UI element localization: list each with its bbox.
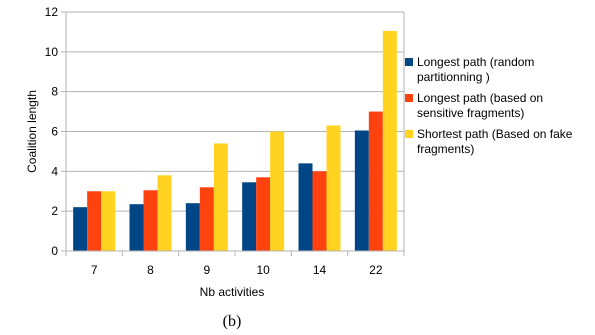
bar [157,175,172,251]
bars [73,30,397,251]
y-tick-label: 4 [51,164,58,178]
bar [382,30,397,251]
x-tick-labels: 7 8 9 10 14 22 [91,263,383,277]
bar [129,204,144,251]
x-tick-label: 14 [313,263,327,277]
axes [65,12,405,256]
y-tick-label: 0 [51,244,58,258]
x-tick-label: 9 [203,263,210,277]
bar [101,191,116,251]
bar [199,187,214,251]
y-tick-label: 10 [45,45,59,59]
bar [368,111,383,251]
bar [354,130,369,251]
legend-swatch [405,58,413,66]
bar [213,143,228,251]
bar [87,191,102,251]
bar [73,207,88,251]
x-axis-title: Nb activities [200,285,265,299]
bar [298,163,313,251]
legend-label: Longest path (random [417,55,534,69]
legend-label: Longest path (based on [417,91,543,105]
bar [270,131,285,251]
bar [326,125,341,251]
legend-label: Shortest path (Based on fake [417,127,573,141]
bar [312,171,327,251]
x-tick-label: 7 [91,263,98,277]
y-tick-labels: 0 2 4 6 8 10 12 [45,5,59,258]
y-tick-label: 6 [51,125,58,139]
y-tick-label: 12 [45,5,59,19]
y-tick-label: 2 [51,204,58,218]
legend-swatch [405,130,413,138]
legend-label: fragments) [417,142,474,156]
legend-label: partitionning ) [417,70,490,84]
gridlines [61,11,404,252]
y-axis-title: Coalition length [25,90,39,173]
bar [185,203,200,251]
figure-caption: (b) [223,313,242,330]
x-tick-label: 10 [256,263,270,277]
bar [256,177,271,251]
x-tick-label: 8 [147,263,154,277]
legend-label: sensitive fragments) [417,106,524,120]
bar [242,182,257,251]
x-tick-label: 22 [369,263,383,277]
y-tick-label: 8 [51,85,58,99]
legend-swatch [405,94,413,102]
bar [143,190,158,251]
